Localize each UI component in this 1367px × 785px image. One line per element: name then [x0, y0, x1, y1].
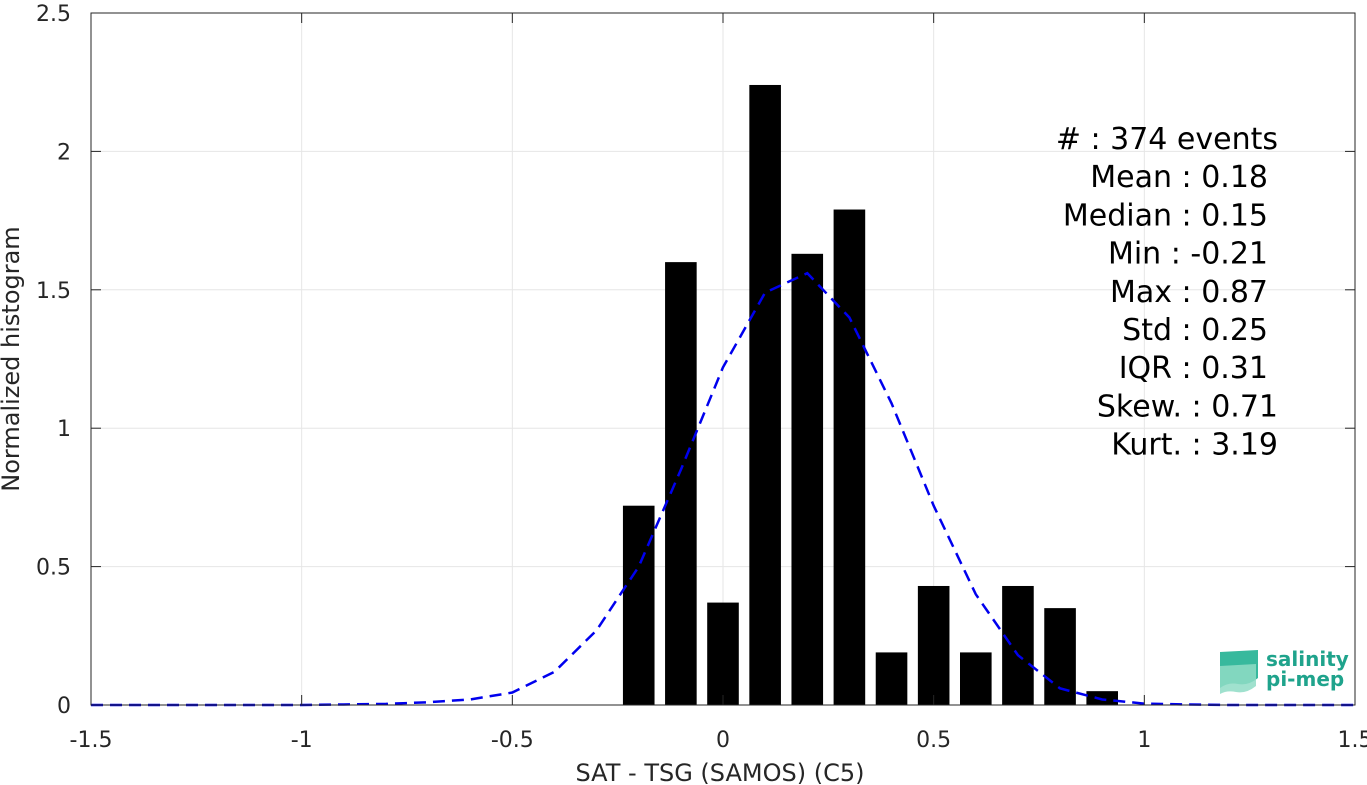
y-tick-label: 2.5 — [36, 2, 71, 27]
y-axis-ticks: 0 0.5 1 1.5 2 2.5 — [36, 2, 1355, 719]
histogram-bar — [833, 209, 866, 705]
histogram-bar — [707, 602, 739, 705]
x-tick-label: 0 — [716, 728, 730, 753]
histogram-bar — [622, 505, 655, 705]
x-tick-label: -1.5 — [70, 728, 113, 753]
x-axis-title: SAT - TSG (SAMOS) (C5) — [576, 759, 865, 785]
histogram-bar — [1044, 608, 1076, 705]
histogram-bar — [1086, 691, 1118, 705]
stats-line: Median : 0.15 — [1063, 198, 1268, 233]
histogram-bar — [875, 652, 908, 705]
histogram-bar — [1002, 585, 1034, 705]
y-tick-label: 1.5 — [36, 279, 71, 304]
x-tick-label: 1 — [1137, 728, 1151, 753]
y-tick-label: 0 — [57, 694, 71, 719]
x-tick-label: 0.5 — [916, 728, 951, 753]
logo-text-pi-mep: pi-mep — [1266, 667, 1344, 691]
x-tick-label: 1.5 — [1338, 728, 1367, 753]
histogram-bar — [665, 262, 697, 705]
y-axis-title: Normalized histogram — [0, 226, 25, 491]
stats-line: Mean : 0.18 — [1090, 160, 1268, 195]
y-tick-label: 0.5 — [36, 556, 71, 581]
y-tick-label: 1 — [57, 417, 71, 442]
salinity-pi-mep-logo: salinity pi-mep — [1220, 647, 1349, 694]
x-axis-ticks: -1.5 -1 -0.5 0 0.5 1 1.5 — [70, 13, 1367, 753]
histogram-bar — [749, 84, 781, 705]
stats-line: Max : 0.87 — [1110, 275, 1268, 310]
stats-line: Kurt. : 3.19 — [1111, 428, 1278, 463]
stats-line: Std : 0.25 — [1122, 313, 1268, 348]
stats-line: IQR : 0.31 — [1119, 351, 1268, 386]
histogram-bars — [622, 84, 1118, 706]
x-tick-label: -1 — [291, 728, 313, 753]
histogram-bar — [791, 253, 824, 706]
logo-wave-icon-lower — [1220, 664, 1256, 694]
histogram-bar — [960, 652, 992, 705]
stats-line: Min : -0.21 — [1108, 237, 1268, 272]
x-tick-label: -0.5 — [491, 728, 534, 753]
logo-text-salinity: salinity — [1266, 647, 1349, 671]
stats-line: Skew. : 0.71 — [1097, 389, 1278, 424]
y-tick-label: 2 — [57, 140, 71, 165]
histogram-bar — [917, 585, 950, 705]
stats-line: # : 374 events — [1056, 122, 1278, 157]
